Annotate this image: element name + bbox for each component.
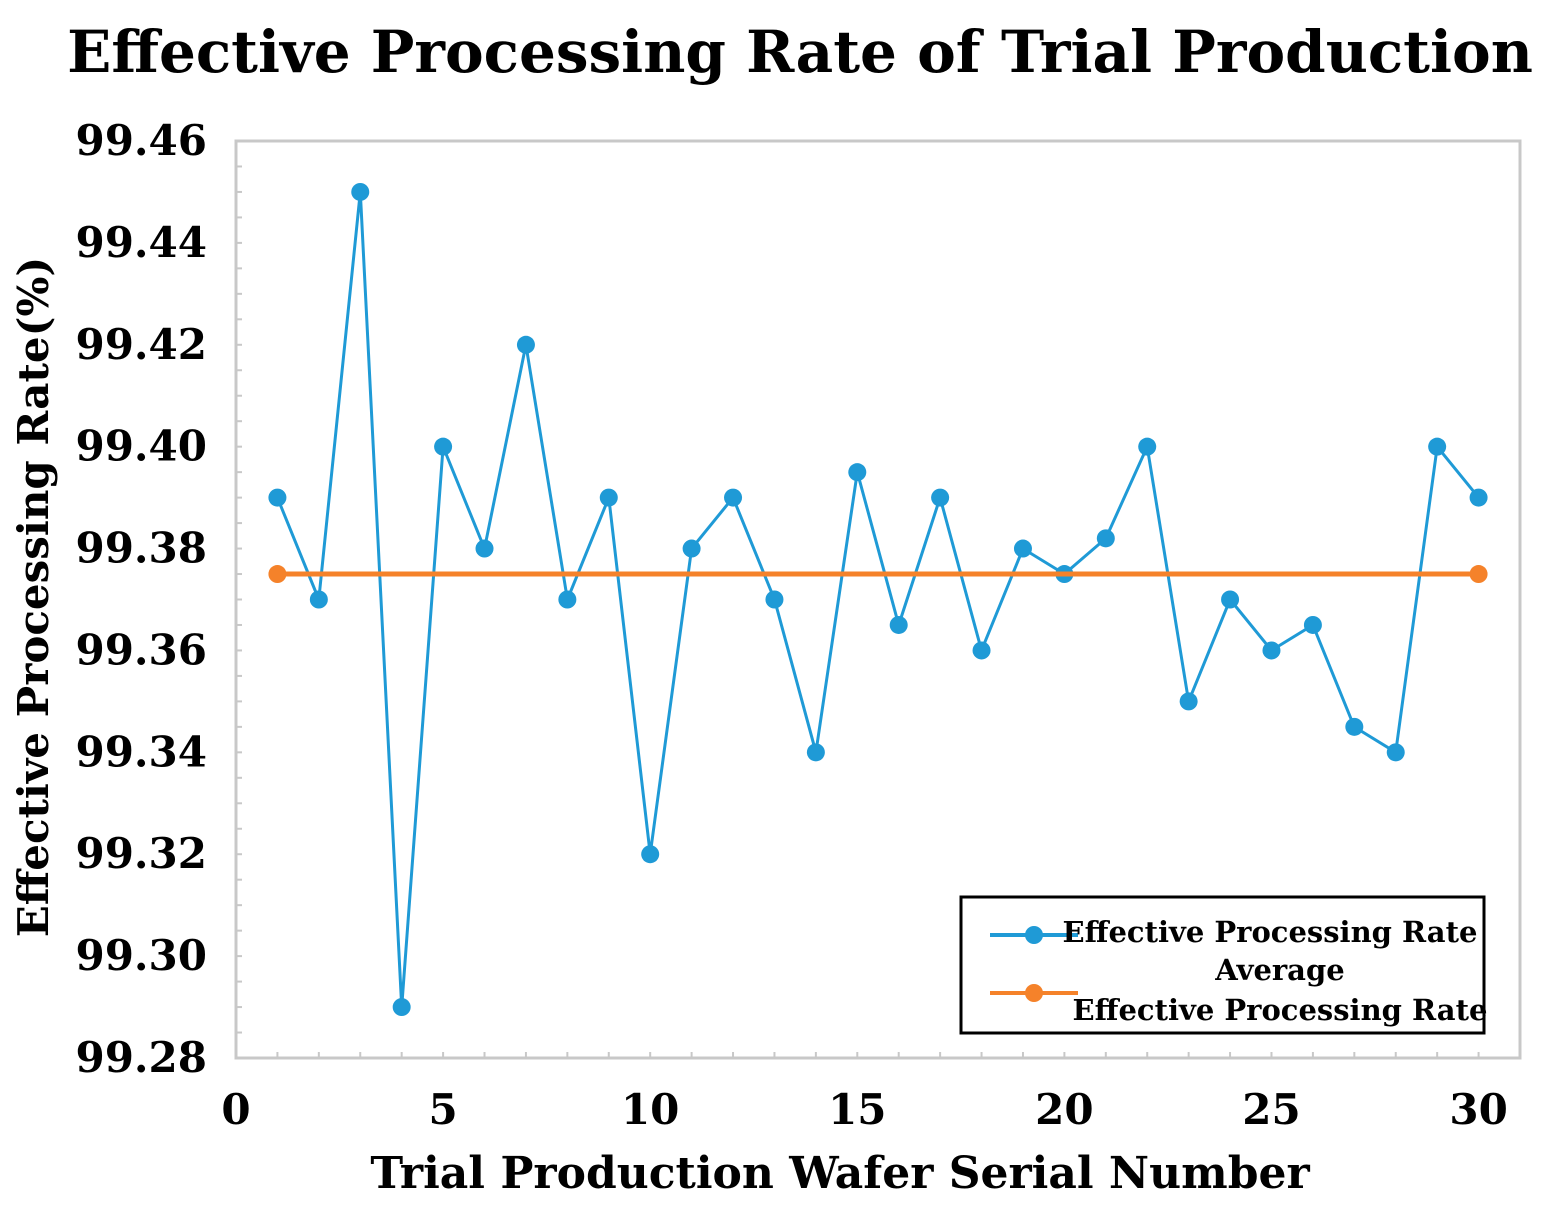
legend-marker-average bbox=[1025, 984, 1043, 1002]
x-axis-ticks: 0 5 10 15 20 25 30 bbox=[221, 1085, 1507, 1134]
effective-rate-point bbox=[931, 488, 950, 507]
effective-rate-point bbox=[889, 615, 908, 634]
effective-rate-point bbox=[806, 743, 825, 762]
chart-title: Effective Processing Rate of Trial Produ… bbox=[67, 18, 1533, 86]
effective-rate-point bbox=[724, 488, 743, 507]
effective-rate-point bbox=[1345, 717, 1364, 736]
y-axis-ticks: 99.28 99.30 99.32 99.34 99.36 99.38 99.40 99.42… bbox=[75, 116, 207, 1082]
x-tick-label: 5 bbox=[428, 1085, 457, 1134]
effective-rate-point bbox=[351, 182, 370, 201]
effective-rate-point bbox=[475, 539, 494, 558]
legend-box bbox=[959, 895, 1486, 1035]
effective-rate-point bbox=[682, 539, 701, 558]
effective-rate-point bbox=[848, 463, 867, 482]
y-tick-label: 99.42 bbox=[75, 320, 207, 369]
effective-rate-point bbox=[1428, 437, 1447, 456]
x-tick-label: 20 bbox=[1035, 1085, 1093, 1134]
effective-rate-point bbox=[558, 590, 577, 609]
average-rate-point bbox=[268, 565, 287, 584]
y-tick-label: 99.44 bbox=[75, 218, 207, 267]
series-layer bbox=[268, 182, 1488, 1017]
y-tick-label: 99.40 bbox=[75, 422, 207, 471]
effective-rate-point bbox=[765, 590, 784, 609]
x-tick-label: 25 bbox=[1242, 1085, 1300, 1134]
effective-rate-point bbox=[1386, 743, 1405, 762]
legend: Effective Processing Rate Average Effect… bbox=[959, 895, 1488, 1035]
y-tick-label: 99.46 bbox=[75, 116, 207, 165]
y-tick-label: 99.30 bbox=[75, 931, 207, 980]
effective-rate-point bbox=[972, 641, 991, 660]
effective-rate-point bbox=[1096, 529, 1115, 548]
legend-label-effective-rate: Effective Processing Rate bbox=[1063, 915, 1478, 949]
y-tick-label: 99.38 bbox=[75, 524, 207, 573]
effective-rate-point bbox=[1221, 590, 1240, 609]
y-tick-label: 99.34 bbox=[75, 727, 207, 776]
effective-rate-point bbox=[641, 845, 660, 864]
effective-rate-point bbox=[1138, 437, 1157, 456]
effective-rate-point bbox=[434, 437, 453, 456]
effective-rate-point bbox=[1013, 539, 1032, 558]
effective-rate-point bbox=[1469, 488, 1488, 507]
y-tick-label: 99.28 bbox=[75, 1033, 207, 1082]
y-tick-label: 99.36 bbox=[75, 625, 207, 674]
x-tick-label: 15 bbox=[828, 1085, 886, 1134]
y-axis-label: Effective Processing Rate(%) bbox=[9, 257, 58, 938]
minor-ticks bbox=[235, 140, 1521, 1059]
effective-rate-point bbox=[516, 335, 535, 354]
effective-rate-point bbox=[268, 488, 287, 507]
effective-rate-point bbox=[392, 998, 411, 1017]
x-tick-label: 30 bbox=[1449, 1085, 1507, 1134]
y-tick-label: 99.32 bbox=[75, 829, 207, 878]
legend-label-average-line2: Effective Processing Rate bbox=[1073, 993, 1488, 1027]
x-axis-label: Trial Production Wafer Serial Number bbox=[370, 1148, 1310, 1199]
x-tick-label: 10 bbox=[621, 1085, 679, 1134]
average-rate-point bbox=[1469, 565, 1488, 584]
effective-rate-point bbox=[1303, 615, 1322, 634]
effective-rate-point bbox=[1262, 641, 1281, 660]
x-tick-label: 0 bbox=[221, 1085, 250, 1134]
effective-rate-point bbox=[599, 488, 618, 507]
legend-marker-effective-rate bbox=[1025, 926, 1043, 944]
effective-rate-line bbox=[276, 190, 1480, 1009]
effective-rate-point bbox=[309, 590, 328, 609]
legend-label-average-line1: Average bbox=[1214, 953, 1344, 987]
effective-rate-point bbox=[1179, 692, 1198, 711]
